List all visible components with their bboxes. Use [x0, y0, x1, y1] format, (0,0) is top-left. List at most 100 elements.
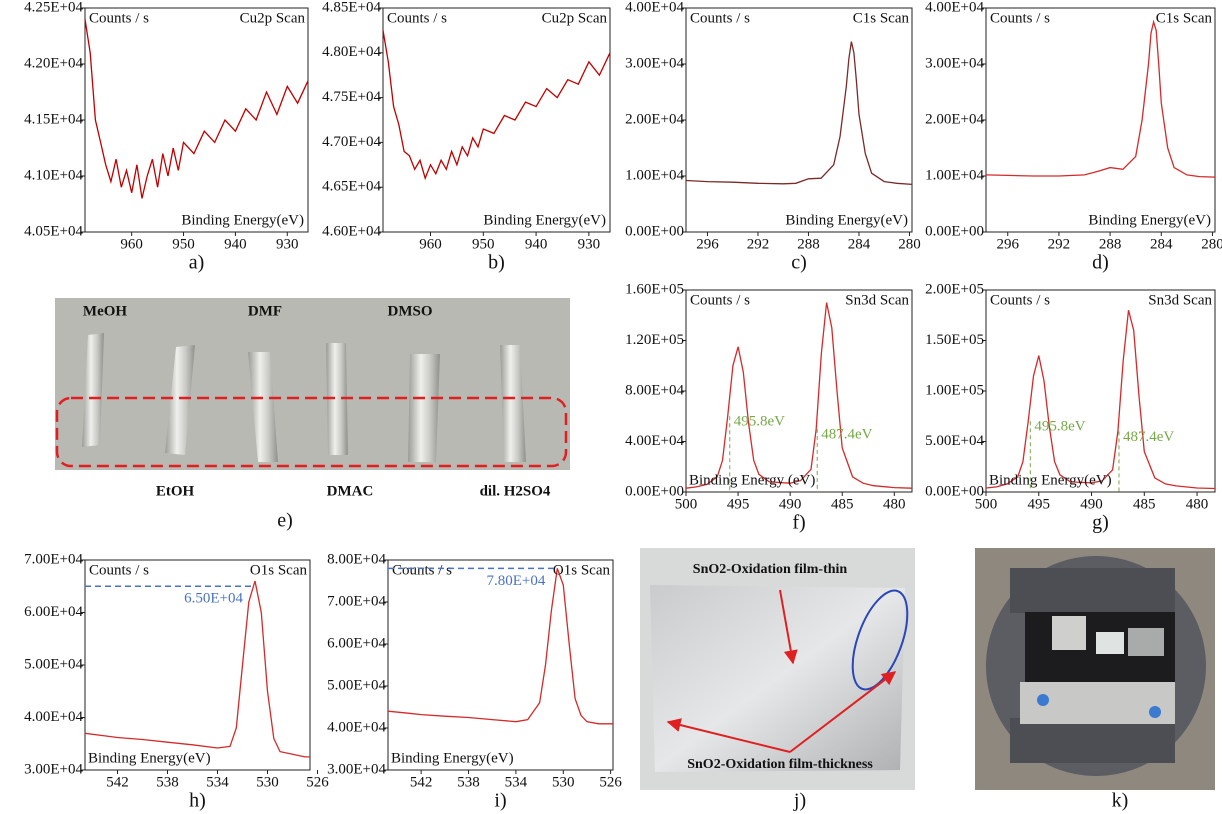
x-tick-label: 280	[898, 236, 921, 252]
x-axis-label: Binding Energy(eV)	[989, 472, 1112, 488]
y-tick-label: 1.00E+04	[625, 167, 684, 183]
y-tick-label: 1.60E+05	[625, 281, 684, 297]
x-tick-label: 538	[156, 774, 179, 790]
x-tick-label: 960	[419, 236, 442, 252]
y-tick-label: 4.70E+04	[322, 134, 381, 150]
panel-label: h)	[189, 790, 206, 812]
x-tick-label: 292	[1048, 236, 1071, 252]
y-tick-label: 7.00E+04	[327, 593, 386, 609]
peak-label: 495.8eV	[734, 414, 785, 430]
sample-caption: DMSO	[388, 303, 433, 319]
x-tick-label: 284	[1150, 236, 1173, 252]
y-tick-label: 5.00E+04	[24, 656, 83, 672]
y-tick-label: 4.00E+04	[625, 433, 684, 449]
panel-label: c)	[791, 252, 807, 274]
peak-label: 487.4eV	[1123, 429, 1174, 445]
y-tick-label: 4.00E+04	[327, 719, 386, 735]
y-tick-label: 4.25E+04	[24, 0, 83, 15]
y-tick-label: 8.00E+04	[327, 551, 386, 567]
y-axis-label: Counts / s	[690, 292, 750, 308]
film-caption: SnO2-Oxidation film-thin	[693, 562, 848, 577]
plot-frame	[685, 7, 913, 233]
x-tick-label: 284	[848, 236, 871, 252]
spectrum-line	[985, 19, 1216, 178]
x-axis-label: Binding Energy(eV)	[483, 212, 606, 228]
x-tick-label: 526	[599, 774, 622, 790]
y-axis-label: Counts / s	[387, 10, 447, 26]
panel-label: i)	[494, 790, 506, 812]
x-tick-label: 534	[505, 774, 528, 790]
y-axis-label: Counts / s	[89, 10, 149, 26]
photo-j	[640, 548, 915, 790]
y-tick-label: 2.00E+05	[925, 281, 984, 297]
spectrum-line	[84, 19, 309, 199]
x-tick-label: 500	[975, 496, 998, 512]
scan-title: C1s Scan	[853, 10, 910, 26]
x-tick-label: 500	[675, 496, 698, 512]
peak-label: 495.8eV	[1034, 419, 1085, 435]
scan-title: Cu2p Scan	[542, 10, 608, 26]
x-tick-label: 930	[578, 236, 601, 252]
y-tick-label: 4.05E+04	[24, 223, 83, 239]
y-tick-label: 1.00E+04	[925, 167, 984, 183]
y-tick-label: 4.60E+04	[322, 223, 381, 239]
sample-caption: MeOH	[83, 303, 127, 319]
y-tick-label: 1.20E+05	[625, 332, 684, 348]
max-label: 7.80E+04	[486, 573, 545, 589]
plot-frame	[84, 7, 309, 233]
photo-e	[55, 298, 570, 470]
sample-caption: DMF	[248, 303, 282, 319]
y-tick-label: 6.00E+04	[327, 635, 386, 651]
x-axis-label: Binding Energy(eV)	[88, 750, 211, 766]
x-tick-label: 534	[206, 774, 229, 790]
y-tick-label: 4.75E+04	[322, 89, 381, 105]
x-tick-label: 950	[172, 236, 195, 252]
sample-caption: DMAC	[327, 483, 374, 499]
x-tick-label: 940	[224, 236, 247, 252]
x-axis-label: Binding Energy (eV)	[689, 472, 815, 488]
x-tick-label: 490	[1080, 496, 1103, 512]
y-tick-label: 0.00E+00	[925, 483, 984, 499]
x-tick-label: 480	[1186, 496, 1209, 512]
plot-frame	[382, 7, 611, 233]
panel-label: g)	[1092, 512, 1109, 534]
x-axis-label: Binding Energy(eV)	[181, 212, 304, 228]
y-tick-label: 6.00E+04	[24, 604, 83, 620]
y-tick-label: 4.10E+04	[24, 167, 83, 183]
x-tick-label: 288	[1099, 236, 1122, 252]
y-tick-label: 5.00E+04	[327, 677, 386, 693]
y-tick-label: 8.00E+04	[625, 382, 684, 398]
y-tick-label: 0.00E+00	[625, 223, 684, 239]
y-tick-label: 7.00E+04	[24, 551, 83, 567]
panel-label: e)	[277, 510, 293, 532]
x-tick-label: 542	[106, 774, 129, 790]
x-tick-label: 495	[727, 496, 750, 512]
x-tick-label: 480	[883, 496, 906, 512]
y-tick-label: 4.00E+04	[625, 0, 684, 15]
scan-title: O1s Scan	[553, 562, 611, 578]
max-label: 6.50E+04	[184, 591, 243, 607]
y-tick-label: 2.00E+04	[925, 111, 984, 127]
y-axis-label: Counts / s	[392, 562, 452, 578]
y-tick-label: 2.00E+04	[625, 111, 684, 127]
spectrum-line	[985, 310, 1216, 490]
scan-title: O1s Scan	[250, 562, 308, 578]
spectrum-line	[387, 568, 613, 725]
plot-frame	[985, 7, 1216, 233]
x-axis-label: Binding Energy(eV)	[785, 212, 908, 228]
y-tick-label: 4.00E+04	[24, 709, 83, 725]
plot-frame	[685, 289, 913, 493]
scan-title: Sn3d Scan	[845, 292, 909, 308]
spectrum-line	[685, 302, 913, 489]
y-tick-label: 3.00E+04	[24, 761, 83, 777]
y-tick-label: 4.15E+04	[24, 111, 83, 127]
y-tick-label: 4.00E+04	[925, 0, 984, 15]
x-tick-label: 526	[306, 774, 329, 790]
panel-label: d)	[1092, 252, 1109, 274]
panel-label: b)	[488, 252, 505, 274]
film-caption: SnO2-Oxidation film-thickness	[687, 757, 873, 772]
y-tick-label: 3.00E+04	[625, 55, 684, 71]
y-tick-label: 4.20E+04	[24, 55, 83, 71]
x-axis-label: Binding Energy(eV)	[391, 750, 514, 766]
